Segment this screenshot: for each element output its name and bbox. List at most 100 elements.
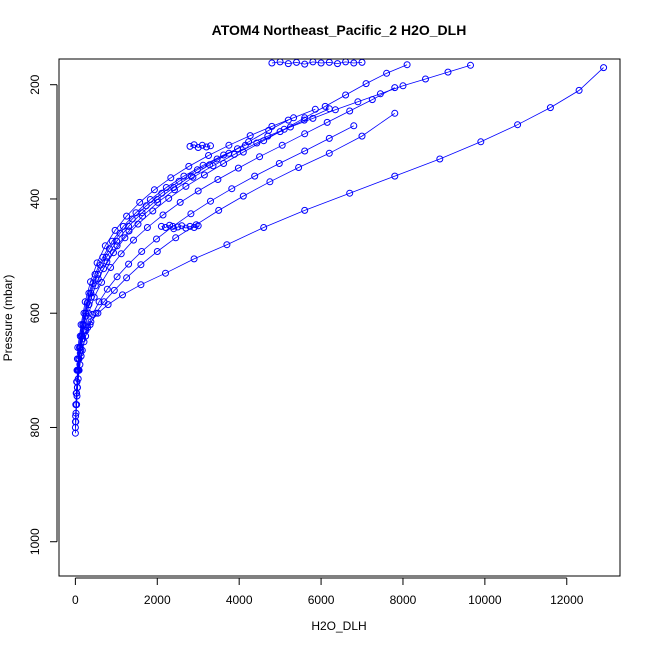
- data-point: [132, 209, 140, 217]
- data-point: [110, 286, 118, 294]
- series-line-4: [75, 108, 330, 405]
- data-point: [150, 186, 158, 194]
- data-point: [350, 59, 358, 67]
- data-point: [278, 141, 286, 149]
- data-point: [159, 211, 167, 219]
- data-point: [137, 281, 145, 289]
- data-point: [207, 197, 214, 205]
- data-point: [139, 212, 146, 220]
- data-point: [220, 160, 228, 167]
- data-point: [220, 151, 228, 159]
- data-point: [186, 222, 194, 230]
- data-point: [436, 155, 444, 163]
- data-point: [73, 378, 81, 386]
- data-point: [346, 107, 354, 115]
- x-tick-label: 2000: [144, 593, 171, 607]
- data-point: [194, 187, 202, 195]
- data-point: [241, 141, 249, 149]
- data-point: [301, 147, 309, 155]
- data-point: [176, 198, 184, 206]
- data-point: [202, 143, 210, 151]
- data-point: [325, 149, 333, 157]
- series-line-2: [75, 125, 354, 422]
- data-point: [190, 224, 198, 231]
- y-axis: 200 400 600 800 1000: [28, 74, 58, 555]
- data-point: [234, 145, 241, 153]
- data-point: [194, 222, 202, 230]
- data-point: [108, 237, 116, 245]
- data-point: [103, 285, 111, 293]
- data-point: [331, 106, 339, 114]
- data-point: [317, 59, 325, 67]
- data-point: [467, 61, 474, 69]
- data-point: [311, 105, 319, 113]
- data-point: [391, 172, 399, 180]
- data-point: [399, 82, 407, 90]
- data-point: [362, 80, 370, 88]
- data-point: [113, 273, 121, 281]
- data-point: [149, 207, 157, 215]
- data-point: [309, 114, 317, 122]
- data-point: [190, 255, 198, 263]
- x-axis: 0 2000 4000 6000 8000 10000 12000: [72, 577, 584, 607]
- data-point: [95, 298, 103, 306]
- x-axis-label: H2O_DLH: [311, 619, 366, 633]
- data-point: [383, 69, 391, 77]
- data-point: [119, 291, 126, 299]
- data-point: [354, 98, 362, 106]
- data-point: [180, 172, 188, 180]
- data-point: [178, 222, 186, 230]
- data-point: [325, 134, 333, 142]
- data-point: [301, 60, 309, 68]
- y-tick-label: 1000: [28, 528, 42, 555]
- data-point: [85, 289, 93, 297]
- data-point: [266, 178, 274, 186]
- data-point: [81, 298, 89, 306]
- data-point: [334, 60, 341, 68]
- data-point: [157, 222, 165, 230]
- data-point: [268, 122, 276, 130]
- data-point: [74, 344, 82, 351]
- x-tick-label: 10000: [468, 593, 502, 607]
- data-point: [223, 241, 231, 249]
- data-point: [89, 310, 97, 318]
- data-point: [72, 412, 80, 420]
- x-tick-label: 4000: [226, 593, 253, 607]
- data-point: [342, 91, 350, 99]
- data-point: [143, 224, 151, 231]
- data-point: [194, 144, 202, 151]
- data-point: [94, 275, 102, 283]
- data-point: [111, 226, 119, 234]
- series-line-8: [77, 64, 471, 359]
- data-point: [403, 61, 411, 69]
- data-point: [182, 224, 190, 232]
- series-line-5: [75, 64, 408, 394]
- data-point: [91, 270, 99, 278]
- data-point: [301, 114, 309, 122]
- series-line-10: [161, 224, 199, 230]
- data-point: [72, 401, 80, 409]
- data-point: [575, 86, 583, 94]
- data-point: [153, 248, 161, 255]
- chart-title: ATOM4 Northeast_Pacific_2 H2O_DLH: [212, 22, 467, 38]
- data-point: [477, 138, 485, 146]
- data-point: [185, 162, 193, 170]
- data-point: [174, 223, 182, 231]
- series-line-11: [189, 144, 211, 148]
- data-point: [207, 142, 214, 150]
- series-line-7: [76, 148, 238, 371]
- data-point: [162, 224, 169, 231]
- data-point: [121, 234, 129, 242]
- data-point: [198, 141, 206, 149]
- data-point: [260, 224, 268, 231]
- data-point: [346, 189, 354, 197]
- data-point: [284, 60, 292, 68]
- data-point: [172, 234, 180, 242]
- data-point: [123, 212, 131, 220]
- data-point: [72, 389, 80, 397]
- data-point: [100, 298, 108, 306]
- x-tick-label: 0: [72, 593, 79, 607]
- data-point: [358, 132, 366, 140]
- data-point: [170, 225, 178, 233]
- x-tick-label: 6000: [308, 593, 335, 607]
